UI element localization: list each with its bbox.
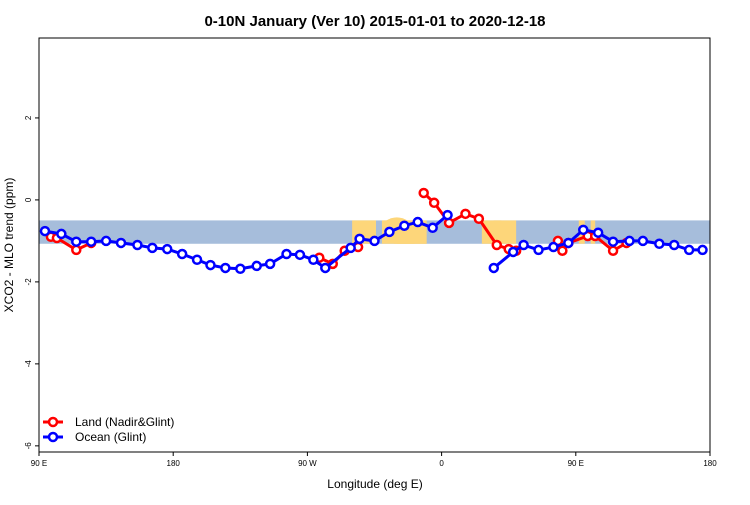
- ocean-point: [56, 228, 67, 240]
- ocean-point: [507, 246, 519, 258]
- ocean-point: [320, 262, 331, 274]
- x-tick-label: 90 W: [298, 459, 317, 468]
- ocean-point: [251, 260, 262, 272]
- ocean-point: [205, 259, 216, 271]
- legend-label-ocean: Ocean (Glint): [75, 430, 146, 444]
- ocean-point: [100, 235, 112, 247]
- legend-marker-land: [47, 416, 59, 428]
- y-axis-label: XCO2 - MLO trend (ppm): [2, 178, 16, 313]
- axes: 90 E 180 90 W 0 90 E 180 2 0 -2 -4 -6: [24, 115, 717, 468]
- ocean-series-line: [44, 213, 449, 271]
- ocean-point: [220, 262, 231, 274]
- legend-label-land: Land (Nadir&Glint): [75, 415, 174, 429]
- land-point: [473, 213, 485, 225]
- ocean-point: [308, 254, 319, 266]
- ocean-point: [563, 237, 574, 249]
- ocean-point: [488, 262, 500, 274]
- x-tick-label: 0: [439, 459, 444, 468]
- ocean-point: [85, 236, 97, 247]
- x-tick-label: 180: [167, 459, 181, 468]
- ocean-point: [548, 241, 559, 253]
- ocean-point: [412, 216, 423, 228]
- land-mass: [493, 220, 517, 244]
- x-tick-label: 90 E: [568, 459, 584, 468]
- ocean-point: [369, 235, 380, 247]
- ocean-point: [697, 244, 708, 256]
- x-axis-label: Longitude (deg E): [327, 477, 422, 491]
- ocean-point: [533, 244, 544, 256]
- ocean-point: [668, 239, 680, 251]
- land-point: [71, 244, 82, 256]
- ocean-point: [624, 235, 635, 247]
- legend: Land (Nadir&Glint) Ocean (Glint): [43, 415, 174, 444]
- y-tick-label: -2: [24, 278, 33, 286]
- ocean-point: [654, 238, 665, 250]
- y-tick-label: -4: [24, 360, 33, 368]
- x-tick-label: 90 E: [31, 459, 47, 468]
- ocean-point: [281, 248, 292, 260]
- ocean-point: [592, 227, 604, 238]
- ocean-point: [427, 222, 438, 234]
- series-group: [39, 187, 708, 275]
- land-point: [418, 187, 429, 199]
- ocean-point: [294, 249, 306, 261]
- plot-frame: [38, 37, 711, 453]
- ocean-point: [191, 254, 203, 266]
- ocean-point: [637, 235, 649, 247]
- ocean-point: [161, 243, 173, 255]
- ocean-point: [384, 226, 395, 238]
- ocean-point: [39, 225, 51, 237]
- ocean-point: [235, 263, 246, 275]
- ocean-point: [442, 209, 453, 221]
- land-point: [491, 239, 503, 251]
- ocean-point: [176, 248, 188, 260]
- ocean-point: [132, 239, 143, 251]
- y-tick-label: 0: [24, 197, 33, 202]
- chart-title: 0-10N January (Ver 10) 2015-01-01 to 202…: [204, 13, 545, 30]
- y-tick-label: -6: [24, 442, 33, 450]
- land-point: [428, 197, 440, 209]
- ocean-point: [578, 224, 589, 236]
- ocean-point: [115, 237, 127, 249]
- ocean-point: [345, 242, 356, 254]
- ocean-point: [71, 236, 82, 247]
- ocean-point: [683, 244, 695, 256]
- land-point: [460, 208, 471, 220]
- ocean-point: [518, 239, 529, 251]
- ocean-point: [399, 220, 410, 231]
- land-point: [607, 245, 619, 256]
- ocean-point: [354, 233, 365, 245]
- legend-marker-ocean: [47, 431, 59, 443]
- ocean-point: [607, 236, 619, 247]
- land-mass: [386, 217, 427, 244]
- land-point: [557, 245, 568, 256]
- ocean-point: [264, 258, 276, 270]
- ocean-point: [147, 242, 158, 254]
- y-tick-label: 2: [24, 115, 33, 120]
- x-tick-label: 180: [703, 459, 717, 468]
